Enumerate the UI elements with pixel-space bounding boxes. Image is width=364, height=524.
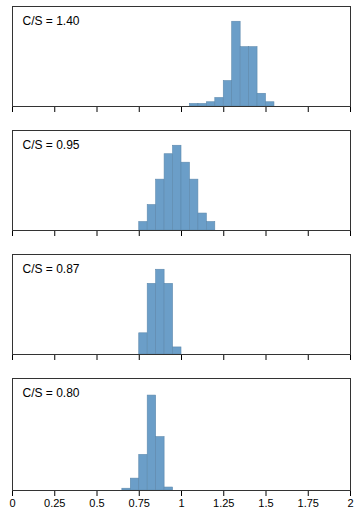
svg-text:C/S = 0.95: C/S = 0.95 bbox=[23, 138, 80, 152]
svg-text:1.5: 1.5 bbox=[258, 497, 273, 509]
svg-text:C/S = 0.87: C/S = 0.87 bbox=[23, 262, 80, 276]
svg-text:0.5: 0.5 bbox=[89, 497, 104, 509]
svg-text:0.75: 0.75 bbox=[129, 497, 150, 509]
svg-text:0: 0 bbox=[9, 497, 15, 509]
svg-text:1: 1 bbox=[178, 497, 184, 509]
svg-text:1.25: 1.25 bbox=[213, 497, 234, 509]
svg-text:C/S = 0.80: C/S = 0.80 bbox=[23, 386, 80, 400]
svg-text:C/S = 1.40: C/S = 1.40 bbox=[23, 14, 80, 28]
svg-text:1.75: 1.75 bbox=[298, 497, 319, 509]
svg-text:2: 2 bbox=[347, 497, 353, 509]
svg-text:0.25: 0.25 bbox=[44, 497, 65, 509]
